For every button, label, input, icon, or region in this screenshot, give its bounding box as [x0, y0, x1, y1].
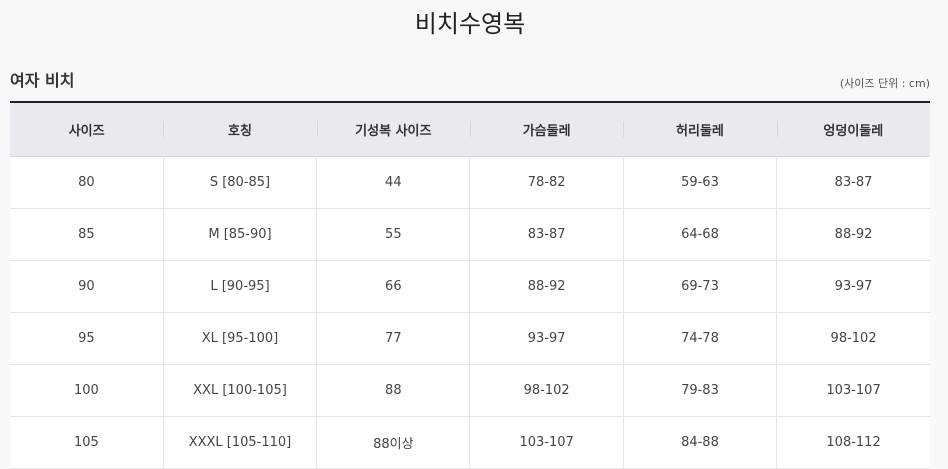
column-header: 가슴둘레 — [469, 102, 624, 157]
table-row: 105 XXXL [105-110] 88이상 103-107 84-88 108-112 — [10, 416, 930, 469]
unit-note: (사이즈 단위 : cm) — [839, 77, 930, 90]
page-title: 비치수영복 — [414, 10, 526, 38]
table-cell: 93-97 — [776, 260, 930, 313]
table-cell: 83-87 — [469, 208, 624, 261]
table-cell: 90 — [10, 260, 164, 313]
column-header: 엉덩이둘레 — [776, 102, 930, 157]
table-cell: 84-88 — [622, 416, 777, 469]
column-header: 허리둘레 — [623, 102, 777, 157]
table-cell: S [80-85] — [162, 156, 317, 209]
column-header: 호칭 — [163, 102, 317, 157]
table-row: 90 L [90-95] 66 88-92 69-73 93-97 — [10, 260, 930, 313]
size-table: 사이즈 호칭 기성복 사이즈 가슴둘레 허리둘레 엉덩이둘레 80 S [80-85] 44 7… — [10, 101, 930, 469]
table-cell: 66 — [316, 260, 470, 313]
section-title: 여자 비치 — [10, 71, 75, 90]
table-cell: XL [95-100] — [162, 312, 317, 365]
table-cell: 69-73 — [622, 260, 777, 313]
table-cell: 83-87 — [776, 156, 930, 209]
table-cell: 55 — [316, 208, 470, 261]
table-cell: M [85-90] — [162, 208, 317, 261]
table-cell: 103-107 — [776, 364, 930, 417]
table-row: 80 S [80-85] 44 78-82 59-63 83-87 — [10, 156, 930, 209]
table-cell: 88-92 — [776, 208, 930, 261]
table-cell: 74-78 — [622, 312, 777, 365]
table-cell: 88 — [316, 364, 470, 417]
table-cell: 98-102 — [469, 364, 624, 417]
column-header: 기성복 사이즈 — [316, 102, 470, 157]
table-cell: 78-82 — [469, 156, 624, 209]
column-header: 사이즈 — [10, 102, 164, 157]
table-cell: 85 — [10, 208, 164, 261]
table-cell: 79-83 — [622, 364, 777, 417]
table-cell: 98-102 — [776, 312, 930, 365]
table-cell: 103-107 — [469, 416, 624, 469]
table-cell: 88-92 — [469, 260, 624, 313]
table-cell: 64-68 — [622, 208, 777, 261]
table-cell: 88이상 — [316, 416, 470, 469]
table-cell: 44 — [316, 156, 470, 209]
table-cell: 59-63 — [622, 156, 777, 209]
table-row: 85 M [85-90] 55 83-87 64-68 88-92 — [10, 208, 930, 261]
table-cell: L [90-95] — [162, 260, 317, 313]
table-cell: 80 — [10, 156, 164, 209]
table-cell: 77 — [316, 312, 470, 365]
table-row: 95 XL [95-100] 77 93-97 74-78 98-102 — [10, 312, 930, 365]
table-header-row: 사이즈 호칭 기성복 사이즈 가슴둘레 허리둘레 엉덩이둘레 — [10, 102, 930, 157]
table-cell: XXL [100-105] — [162, 364, 317, 417]
table-cell: 108-112 — [776, 416, 930, 469]
table-cell: 105 — [10, 416, 164, 469]
table-cell: 93-97 — [469, 312, 624, 365]
table-cell: 100 — [10, 364, 164, 417]
table-row: 100 XXL [100-105] 88 98-102 79-83 103-107 — [10, 364, 930, 417]
table-cell: XXXL [105-110] — [162, 416, 317, 469]
table-cell: 95 — [10, 312, 164, 365]
